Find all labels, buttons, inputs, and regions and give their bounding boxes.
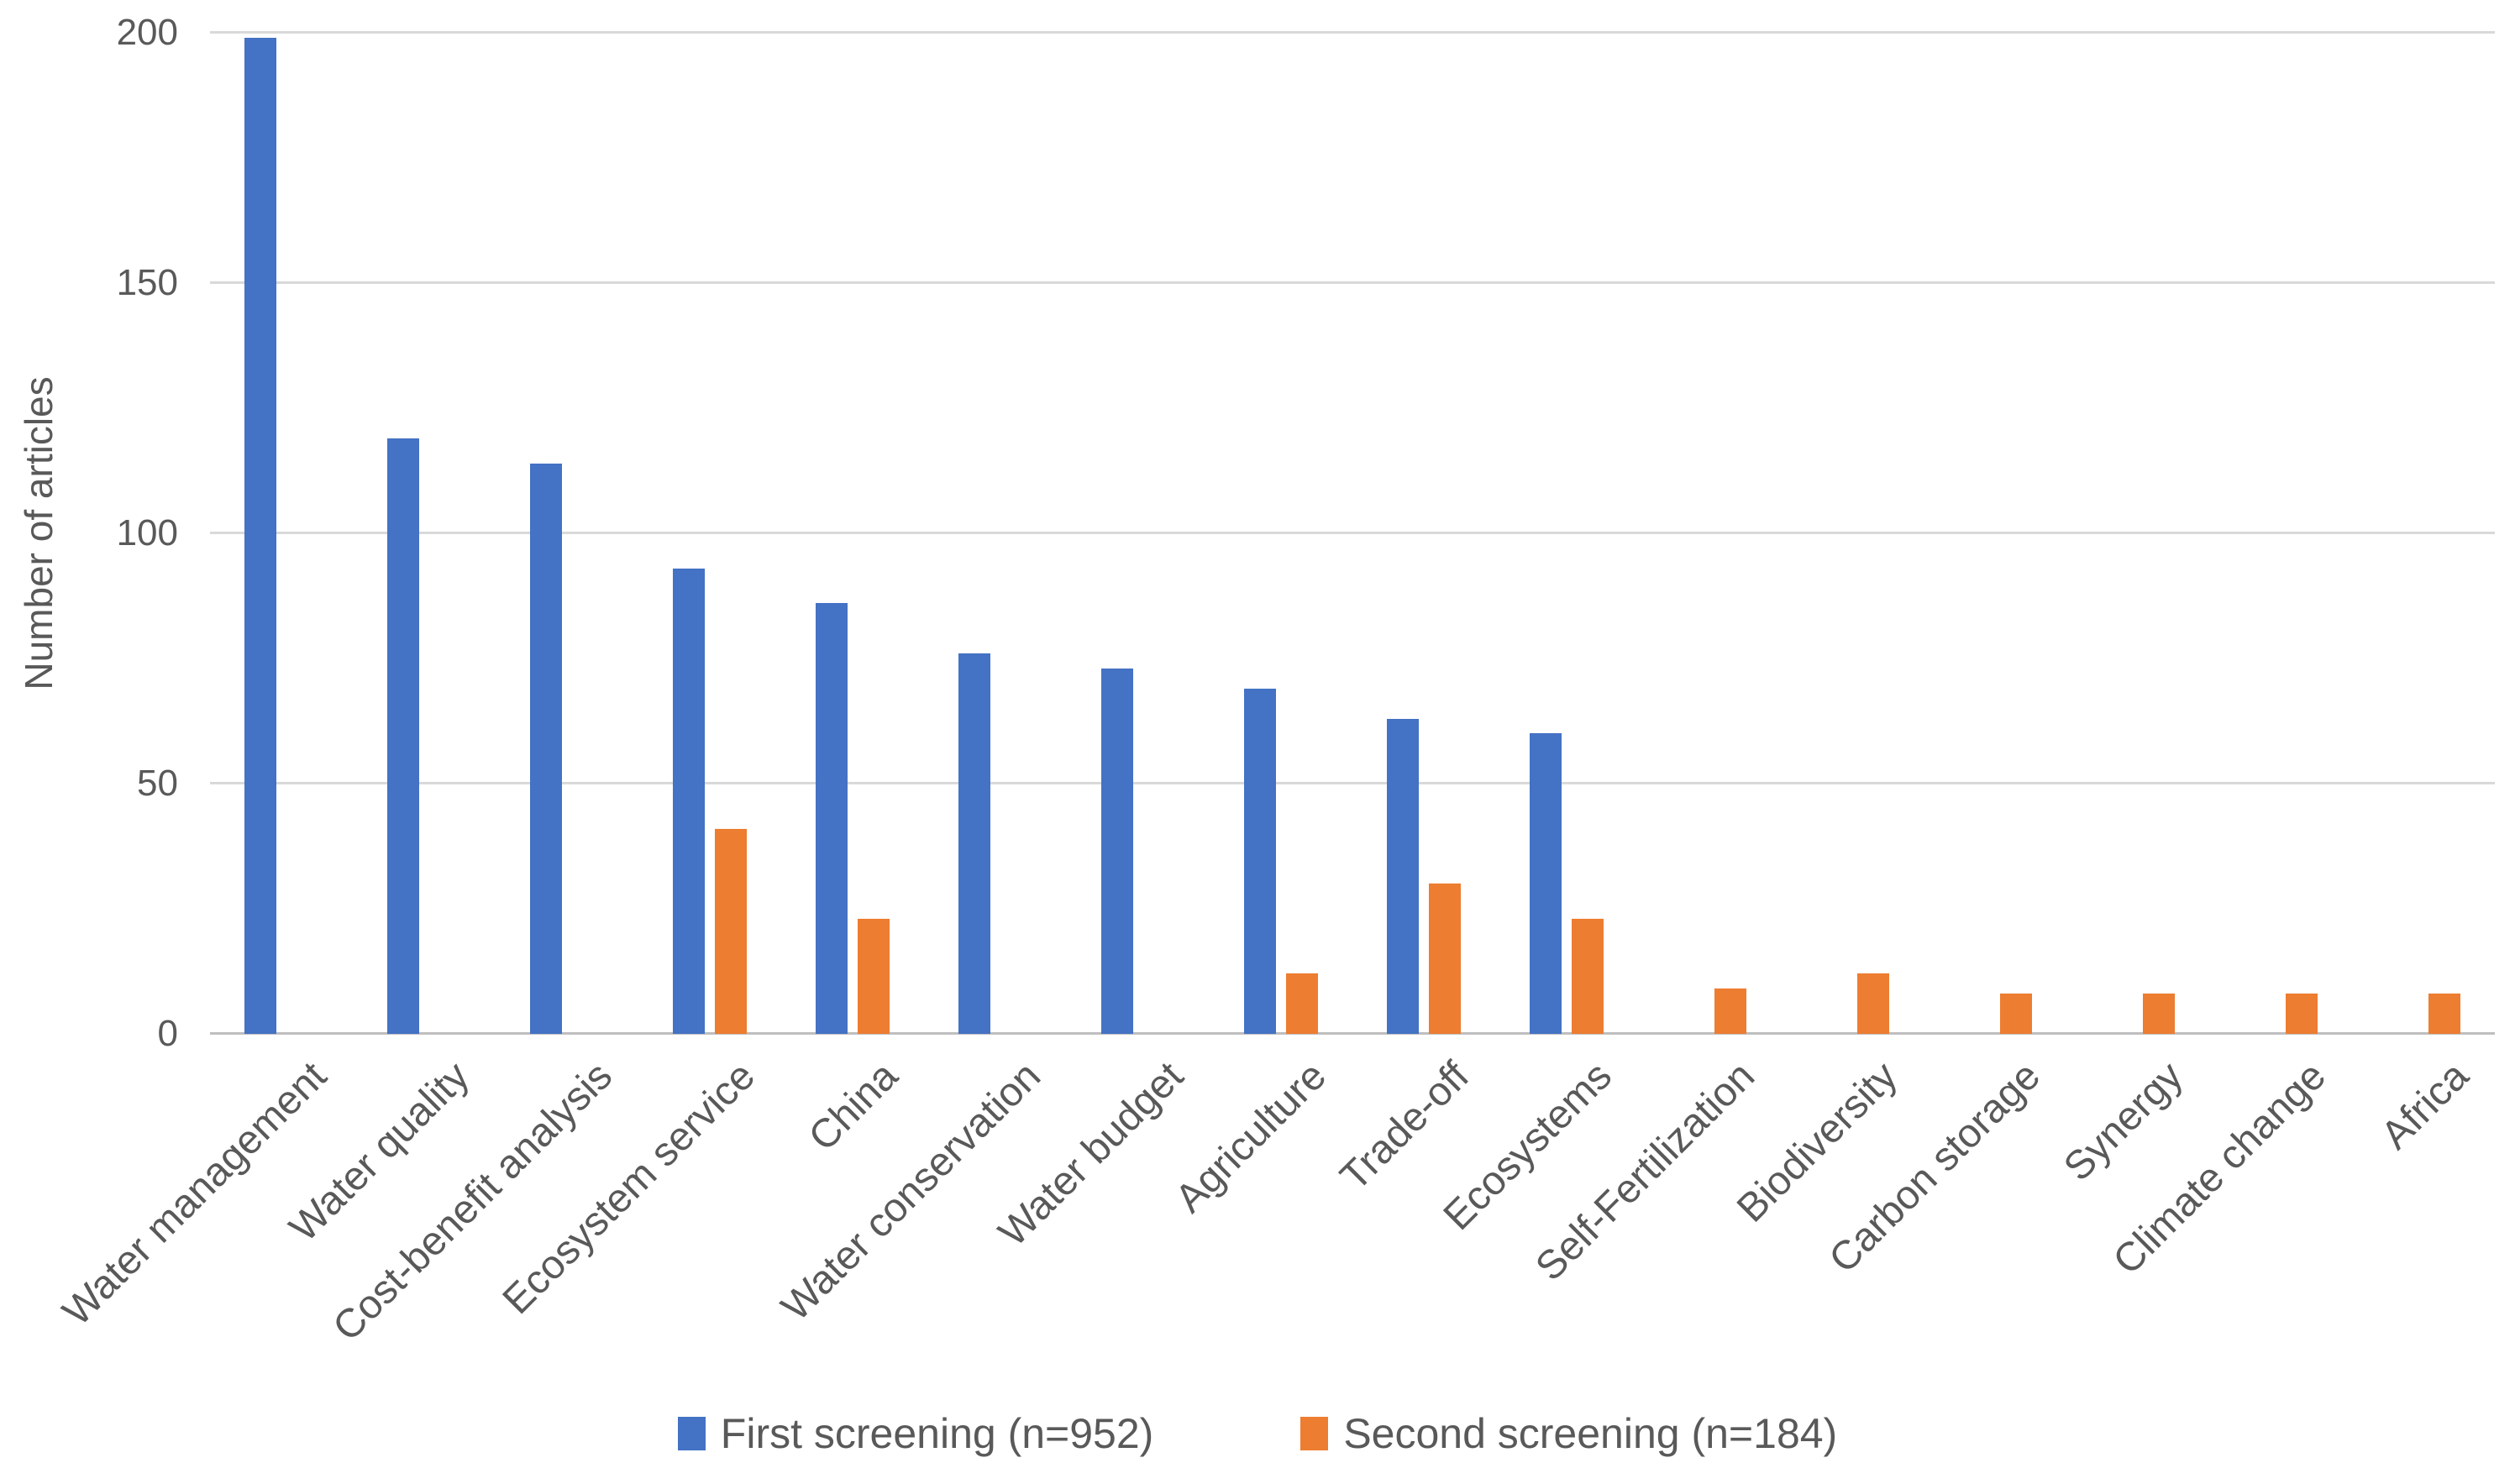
bar-first-screening [1387, 718, 1419, 1034]
y-tick-label-100: 100 [116, 512, 178, 553]
bar-slot [2101, 33, 2133, 1034]
bar-slot [715, 33, 747, 1034]
bar-slot [958, 33, 990, 1034]
bar-slot [1672, 33, 1704, 1034]
bar-first-screening [673, 568, 705, 1034]
category-group-water-conservation [924, 33, 1067, 1034]
bar-first-screening [387, 438, 419, 1034]
bar-slot [1244, 33, 1276, 1034]
bar-slot [2386, 33, 2418, 1034]
bar-slot [429, 33, 461, 1034]
category-group-ecosystems [1495, 33, 1638, 1034]
category-group-cost-benefit-analysis [496, 33, 638, 1034]
x-label-china: China [800, 1053, 907, 1160]
category-group-climate-change [2209, 33, 2352, 1034]
bar-slot [244, 33, 276, 1034]
category-group-water-budget [1067, 33, 1210, 1034]
bar-second-screening [1857, 973, 1889, 1034]
bar-slot [2143, 33, 2175, 1034]
category-group-ecosystem-service [638, 33, 781, 1034]
category-group-china [781, 33, 924, 1034]
category-group-carbon-storage [1924, 33, 2066, 1034]
x-label-agriculture: Agriculture [1167, 1053, 1336, 1222]
plot-area [210, 31, 2495, 1035]
bar-slot [387, 33, 419, 1034]
y-tick-label-150: 150 [116, 262, 178, 303]
bar-slot [1572, 33, 1604, 1034]
gridline-150 [210, 281, 2495, 284]
bar-slot [1530, 33, 1562, 1034]
gridline-50 [210, 782, 2495, 784]
y-tick-label-0: 0 [157, 1013, 178, 1054]
category-group-synergy [2066, 33, 2209, 1034]
bar-slot [1387, 33, 1419, 1034]
bar-second-screening [715, 828, 747, 1034]
legend-label-second-screening: Second screening (n=184) [1343, 1410, 1838, 1457]
bar-first-screening [816, 603, 848, 1034]
bar-slot [2286, 33, 2318, 1034]
category-group-water-quality [353, 33, 496, 1034]
bar-second-screening [2000, 994, 2032, 1034]
x-label-water-management: Water management [54, 1053, 336, 1335]
bar-slot [1101, 33, 1133, 1034]
y-tick-label-200: 200 [116, 12, 178, 53]
x-label-synergy: Synergy [2056, 1053, 2192, 1190]
bar-slot [1286, 33, 1318, 1034]
legend: First screening (n=952) Second screening… [0, 1409, 2515, 1458]
bar-first-screening [244, 37, 276, 1034]
gridline-100 [210, 532, 2495, 534]
legend-label-first-screening: First screening (n=952) [720, 1410, 1154, 1457]
x-label-water-conservation: Water conservation [773, 1053, 1050, 1330]
bar-slot [1815, 33, 1847, 1034]
bar-second-screening [2286, 994, 2318, 1034]
bar-slot [1000, 33, 1032, 1034]
first-screening-swatch-icon [677, 1417, 706, 1450]
bar-slot [858, 33, 890, 1034]
bar-slot [1429, 33, 1461, 1034]
bar-slot [1958, 33, 1990, 1034]
bar-slot [2428, 33, 2460, 1034]
x-axis-line [210, 1032, 2495, 1035]
bar-first-screening [958, 653, 990, 1034]
bar-second-screening [1572, 918, 1604, 1034]
bar-second-screening [1429, 884, 1461, 1034]
x-label-africa: Africa [2372, 1053, 2478, 1158]
category-group-trade-off [1352, 33, 1495, 1034]
category-group-water-management [210, 33, 353, 1034]
gridline-200 [210, 31, 2495, 34]
bar-slot [1143, 33, 1175, 1034]
legend-item-second-screening: Second screening (n=184) [1300, 1409, 1837, 1458]
bar-second-screening [2428, 994, 2460, 1034]
bar-slot [1857, 33, 1889, 1034]
bar-first-screening [1244, 688, 1276, 1034]
second-screening-swatch-icon [1300, 1417, 1329, 1450]
bar-second-screening [1286, 973, 1318, 1034]
x-label-cost-benefit-analysis: Cost-benefit analysis [324, 1053, 622, 1350]
bar-slot [2244, 33, 2276, 1034]
category-group-self-fertilization [1638, 33, 1781, 1034]
bar-slot [2000, 33, 2032, 1034]
bar-slot [286, 33, 318, 1034]
bar-slot [816, 33, 848, 1034]
category-group-biodiversity [1781, 33, 1924, 1034]
y-tick-label-50: 50 [137, 763, 178, 804]
bar-first-screening [1530, 733, 1562, 1034]
bar-second-screening [2143, 994, 2175, 1034]
bar-groups [210, 33, 2495, 1034]
bar-first-screening [1101, 668, 1133, 1034]
bar-slot [1714, 33, 1746, 1034]
bar-slot [673, 33, 705, 1034]
bar-slot [572, 33, 604, 1034]
x-label-trade-off: Trade-off [1331, 1053, 1478, 1199]
bar-slot [530, 33, 562, 1034]
x-label-ecosystem-service: Ecosystem service [494, 1053, 764, 1323]
bar-second-screening [1714, 988, 1746, 1034]
category-group-africa [2352, 33, 2495, 1034]
legend-item-first-screening: First screening (n=952) [677, 1409, 1154, 1458]
bar-first-screening [530, 463, 562, 1034]
bar-second-screening [858, 918, 890, 1034]
category-group-agriculture [1210, 33, 1352, 1034]
